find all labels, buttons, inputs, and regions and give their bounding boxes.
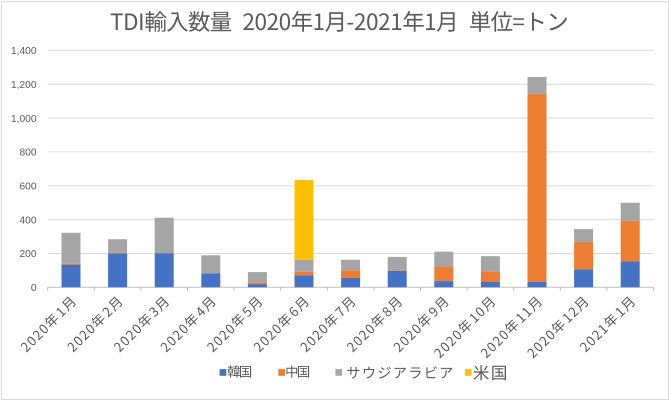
svg-text:1,200: 1,200 <box>11 80 37 91</box>
svg-text:600: 600 <box>20 181 37 192</box>
svg-text:1,000: 1,000 <box>11 114 37 125</box>
svg-text:200: 200 <box>20 249 37 260</box>
svg-text:400: 400 <box>20 215 37 226</box>
svg-text:0: 0 <box>31 283 37 294</box>
svg-text:1,400: 1,400 <box>11 46 37 57</box>
svg-text:800: 800 <box>20 148 37 159</box>
